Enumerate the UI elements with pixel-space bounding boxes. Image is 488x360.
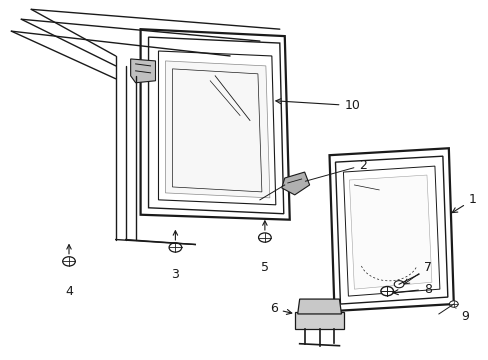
Polygon shape xyxy=(297,299,341,314)
Circle shape xyxy=(393,280,403,288)
Text: 4: 4 xyxy=(65,285,73,298)
Text: 8: 8 xyxy=(392,283,431,296)
Text: 1: 1 xyxy=(451,193,476,213)
Polygon shape xyxy=(349,175,431,289)
Text: 9: 9 xyxy=(455,308,468,323)
Circle shape xyxy=(62,257,75,266)
Polygon shape xyxy=(294,312,344,329)
Circle shape xyxy=(380,287,393,296)
Text: 10: 10 xyxy=(275,99,360,112)
Polygon shape xyxy=(281,172,309,195)
Circle shape xyxy=(169,243,182,252)
Text: 6: 6 xyxy=(269,302,291,315)
Text: 5: 5 xyxy=(261,261,268,274)
Text: 7: 7 xyxy=(404,261,431,284)
Text: 3: 3 xyxy=(171,268,179,281)
Text: 2: 2 xyxy=(305,159,366,181)
Circle shape xyxy=(448,301,457,307)
Polygon shape xyxy=(165,61,269,198)
Polygon shape xyxy=(130,59,155,83)
Circle shape xyxy=(258,233,271,242)
